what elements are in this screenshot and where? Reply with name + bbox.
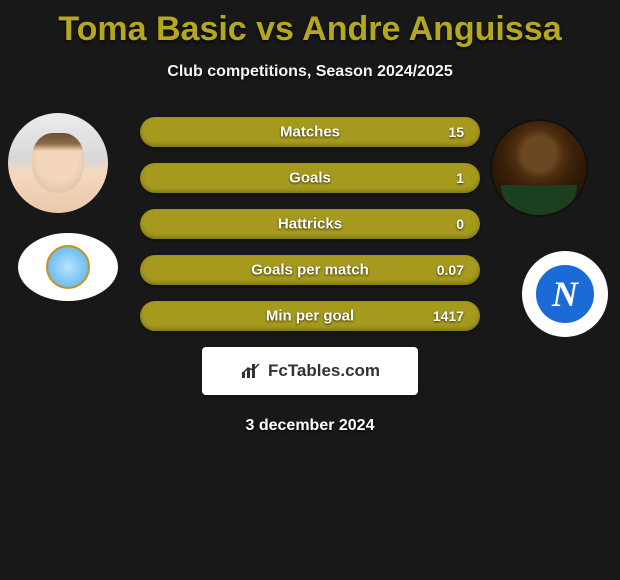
player-right-club-crest: N <box>522 251 608 337</box>
player-right-avatar <box>492 121 586 215</box>
stat-bar-goals-per-match: Goals per match 0.07 <box>140 255 480 285</box>
stat-value: 1 <box>456 170 464 186</box>
comparison-content: N Matches 15 Goals 1 Hattricks 0 Goals p… <box>0 111 620 435</box>
stat-bar-hattricks: Hattricks 0 <box>140 209 480 239</box>
stat-label: Matches <box>140 124 480 141</box>
stat-label: Min per goal <box>140 308 480 325</box>
brand-badge[interactable]: FcTables.com <box>202 347 418 395</box>
stat-label: Hattricks <box>140 216 480 233</box>
stat-value: 1417 <box>433 308 464 324</box>
player-left-avatar <box>8 113 108 213</box>
stat-value: 0.07 <box>437 262 464 278</box>
stat-bar-matches: Matches 15 <box>140 117 480 147</box>
stat-bar-goals: Goals 1 <box>140 163 480 193</box>
stat-label: Goals per match <box>140 262 480 279</box>
player-left-club-crest <box>18 233 118 301</box>
napoli-crest-icon: N <box>532 261 598 327</box>
stats-bars: Matches 15 Goals 1 Hattricks 0 Goals per… <box>140 111 480 331</box>
date-text: 3 december 2024 <box>0 417 620 435</box>
brand-text: FcTables.com <box>268 361 380 381</box>
stat-bar-min-per-goal: Min per goal 1417 <box>140 301 480 331</box>
chart-icon <box>240 362 262 380</box>
page-title: Toma Basic vs Andre Anguissa <box>0 0 620 49</box>
stat-value: 0 <box>456 216 464 232</box>
stat-value: 15 <box>448 124 464 140</box>
lazio-crest-icon <box>46 245 90 289</box>
stat-label: Goals <box>140 170 480 187</box>
subtitle: Club competitions, Season 2024/2025 <box>0 63 620 81</box>
